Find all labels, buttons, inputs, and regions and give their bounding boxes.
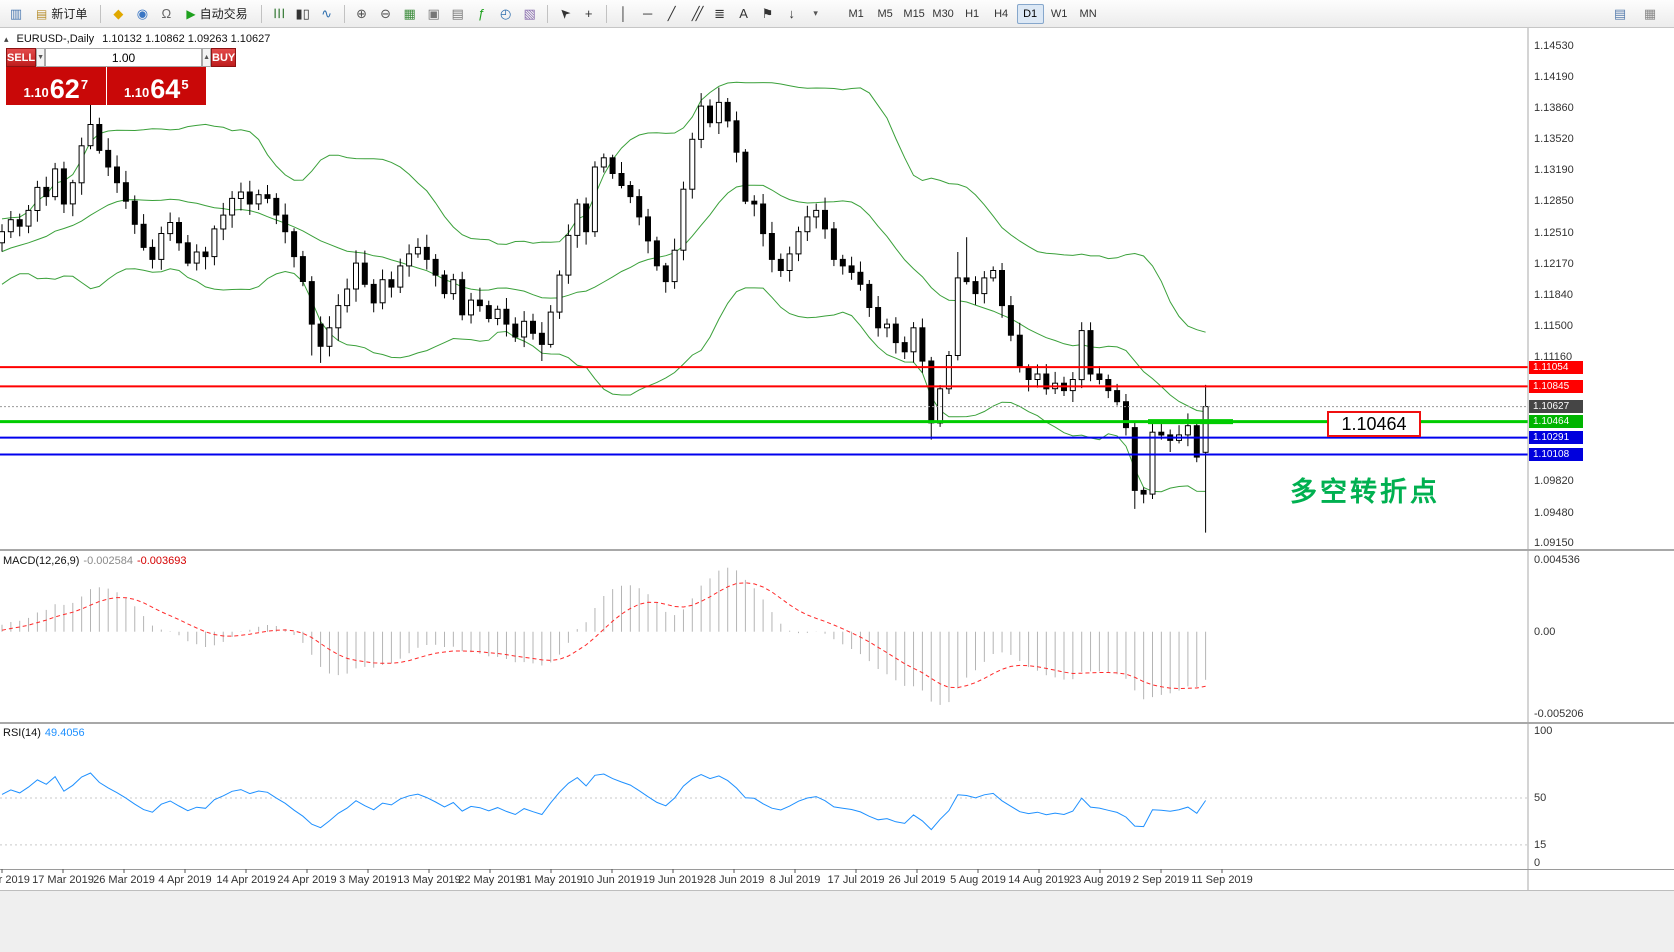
timeframe-switcher: M1 M5 M15 M30 H1 H4 D1 W1 MN — [842, 3, 1103, 24]
channel-icon[interactable]: ╱╱ — [691, 6, 703, 21]
timeframe-h1[interactable]: H1 — [965, 7, 980, 20]
bid-price-display[interactable]: 1.10 62 7 — [6, 67, 107, 105]
rsi-indicator-label: RSI(14) 49.4056 — [3, 727, 85, 739]
candles — [0, 87, 1209, 533]
rsi-name: RSI(14) — [3, 727, 41, 739]
text-tool-icon[interactable]: A — [739, 6, 748, 21]
support-icon[interactable]: Ω — [161, 6, 172, 21]
timeframe-m5[interactable]: M5 — [877, 7, 893, 20]
zoom-in-icon[interactable]: ⊕ — [356, 6, 368, 21]
volume-increase-button[interactable]: ▲ — [202, 48, 211, 67]
timeframe-d1[interactable]: D1 — [1016, 3, 1044, 24]
bollinger-upper — [1, 81, 1206, 333]
trendline-icon[interactable]: ╱ — [667, 6, 676, 21]
macd-signal-line — [1, 582, 1206, 690]
toolbar-icons: ▥ ▤ 新订单 ◆ ◉ Ω ▶ 自动交易 ☰ ▮▯ ∿ ⊕ ⊖ ▦ ▣ ▤ ƒ ◴ ▧ ➤ + │ ─ ╱ ╱╱ ≣ A ⚑ ↓ ▾ — [4, 3, 828, 25]
tile-windows-icon[interactable]: ▣ — [427, 6, 440, 21]
ask-pip-digit: 5 — [181, 77, 189, 92]
period-icon[interactable]: ◴ — [499, 6, 512, 21]
vertical-line-icon[interactable]: │ — [619, 6, 628, 21]
toolbar-right-icons: ▤ ▦ — [1608, 3, 1662, 25]
toolbar-extra-icon-2[interactable]: ▦ — [1643, 5, 1657, 21]
timeframe-m30[interactable]: M30 — [932, 7, 954, 20]
symbol-ohlc-line: ▴ EURUSD-,Daily 1.10132 1.10862 1.09263 … — [4, 33, 270, 45]
bid-big-digits: 62 — [49, 74, 80, 104]
timeframe-m15[interactable]: M15 — [903, 7, 925, 20]
macd-plot — [1, 567, 1207, 705]
bollinger-bands — [1, 81, 1206, 493]
chart-window-icon[interactable]: ▥ — [9, 6, 23, 21]
toolbar-separator — [100, 4, 102, 23]
label-tool-icon[interactable]: ⚑ — [761, 6, 774, 21]
toolbar-separator — [546, 4, 548, 23]
fibonacci-icon[interactable]: ≣ — [714, 6, 726, 21]
ask-price-display[interactable]: 1.10 64 5 — [106, 67, 206, 105]
bar-chart-icon[interactable]: ☰ — [271, 7, 287, 20]
toolbar-separator — [605, 4, 607, 23]
turning-point-note[interactable]: 多空转折点 — [1290, 477, 1440, 507]
rsi-plot — [0, 772, 1528, 846]
timeframe-w1[interactable]: W1 — [1050, 7, 1068, 20]
volume-decrease-button[interactable]: ▼ — [36, 48, 46, 67]
toolbar-separator — [260, 4, 262, 23]
new-order-button[interactable]: ▤ 新订单 — [36, 6, 88, 21]
arrows-dropdown-icon[interactable]: ▾ — [813, 8, 818, 18]
symbol-period-label: EURUSD-,Daily — [16, 33, 95, 45]
bid-pip-digit: 7 — [80, 77, 89, 92]
cursor-icon[interactable]: ➤ — [555, 4, 574, 23]
bottom-strip — [0, 890, 1674, 952]
ask-prefix: 1.10 — [123, 85, 150, 100]
bid-prefix: 1.10 — [23, 85, 49, 100]
timeframe-m1[interactable]: M1 — [848, 7, 864, 20]
zoom-out-icon[interactable]: ⊖ — [380, 6, 392, 21]
indicators-icon[interactable]: ƒ — [477, 6, 486, 21]
timeframe-mn[interactable]: MN — [1079, 7, 1097, 20]
price-annotation-box[interactable]: 1.10464 — [1327, 411, 1421, 437]
grid-icon[interactable]: ▦ — [403, 6, 416, 21]
autotrading-button[interactable]: ▶ 自动交易 — [186, 6, 248, 21]
rsi-value: 49.4056 — [44, 727, 85, 739]
rsi-line — [1, 772, 1207, 831]
ask-big-digits: 64 — [150, 74, 181, 104]
toolbar: ▥ ▤ 新订单 ◆ ◉ Ω ▶ 自动交易 ☰ ▮▯ ∿ ⊕ ⊖ ▦ ▣ ▤ ƒ ◴ ▧ ➤ + │ ─ ╱ ╱╱ ≣ A ⚑ ↓ ▾ M1… — [0, 0, 1674, 28]
horizontal-line-icon[interactable]: ─ — [643, 6, 653, 21]
one-click-collapse-icon[interactable]: ▴ — [4, 33, 9, 44]
macd-indicator-label: MACD(12,26,9) -0.002584 -0.003693 — [3, 555, 187, 567]
metaeditor-icon[interactable]: ◆ — [113, 6, 124, 21]
toolbar-extra-icon-1[interactable]: ▤ — [1613, 5, 1627, 21]
buy-button[interactable]: BUY — [211, 48, 237, 67]
line-chart-icon[interactable]: ∿ — [321, 6, 333, 21]
community-icon[interactable]: ◉ — [136, 6, 149, 21]
candlestick-icon[interactable]: ▮▯ — [295, 6, 310, 21]
chart-frame — [0, 28, 1674, 890]
arrows-tool-icon[interactable]: ↓ — [788, 6, 795, 21]
volume-input[interactable] — [45, 48, 203, 67]
timeframe-h4[interactable]: H4 — [994, 7, 1009, 20]
template-icon[interactable]: ▧ — [523, 6, 536, 21]
macd-main-value: -0.002584 — [83, 555, 133, 567]
toolbar-separator — [343, 4, 345, 23]
macd-signal-value: -0.003693 — [136, 555, 187, 567]
trade-controls-row: SELL ▼ ▲ BUY — [6, 48, 237, 67]
sell-button[interactable]: SELL — [6, 48, 37, 67]
macd-name: MACD(12,26,9) — [3, 555, 80, 567]
horizontal-levels[interactable] — [0, 366, 1528, 456]
bollinger-lower — [1, 268, 1206, 493]
quote-display-row: 1.10 62 7 1.10 64 5 — [6, 67, 206, 105]
arrange-icon[interactable]: ▤ — [451, 6, 464, 21]
ohlc-values: 1.10132 1.10862 1.09263 1.10627 — [102, 33, 271, 45]
crosshair-icon[interactable]: + — [584, 6, 593, 21]
bollinger-middle — [1, 184, 1206, 413]
